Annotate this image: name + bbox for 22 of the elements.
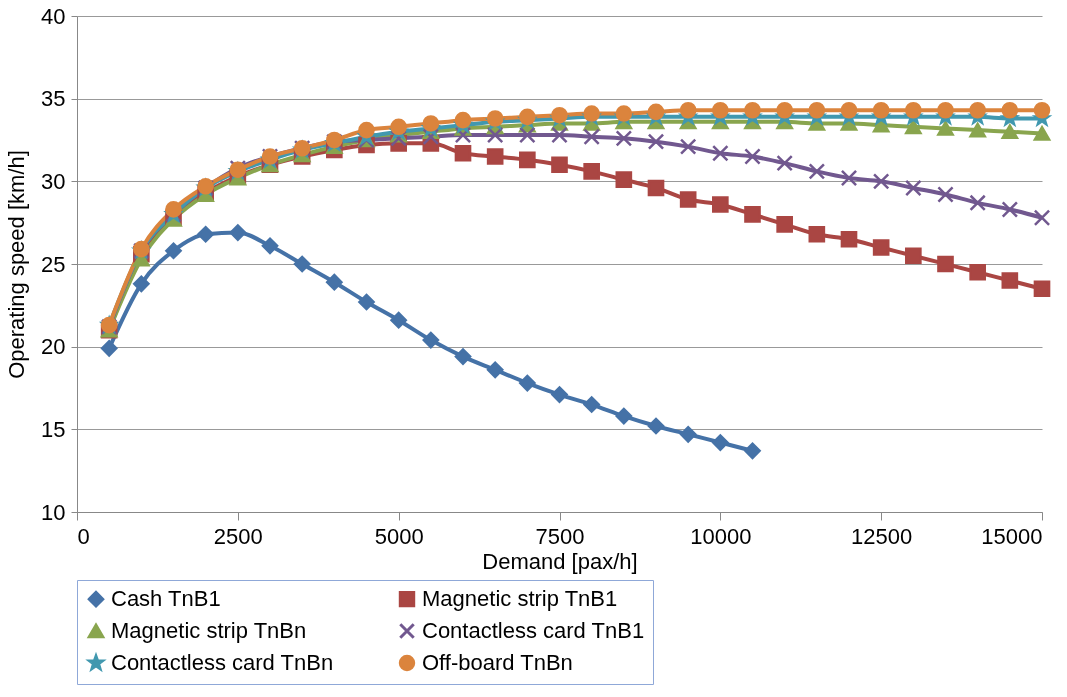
- x-tick-label: 10000: [690, 523, 752, 549]
- legend-label: Contactless card TnBn: [111, 650, 334, 675]
- y-tick-label: 40: [41, 3, 66, 29]
- x-tick-label: 12500: [851, 523, 913, 549]
- y-tick-label: 20: [41, 334, 66, 360]
- x-tick-label: 15000: [981, 523, 1043, 549]
- y-tick-label: 35: [41, 86, 66, 112]
- legend-label: Magnetic strip TnBn: [111, 618, 307, 643]
- legend-label: Contactless card TnB1: [422, 618, 645, 643]
- legend-label: Magnetic strip TnB1: [422, 586, 618, 612]
- y-axis-title: Operating speed [km/h]: [4, 150, 30, 379]
- x-tick-label: 7500: [535, 523, 585, 549]
- x-tick-label: 5000: [374, 523, 424, 549]
- y-tick-label: 10: [41, 499, 66, 525]
- y-tick-label: 25: [41, 251, 66, 277]
- x-axis-title: Demand [pax/h]: [482, 548, 638, 574]
- x-tick-label: 2500: [213, 523, 263, 549]
- y-tick-label: 30: [41, 168, 66, 194]
- y-tick-label: 15: [41, 416, 66, 442]
- legend-label: Cash TnB1: [111, 586, 221, 612]
- legend-label: Off-board TnBn: [422, 650, 573, 675]
- x-tick-label: 0: [77, 523, 90, 549]
